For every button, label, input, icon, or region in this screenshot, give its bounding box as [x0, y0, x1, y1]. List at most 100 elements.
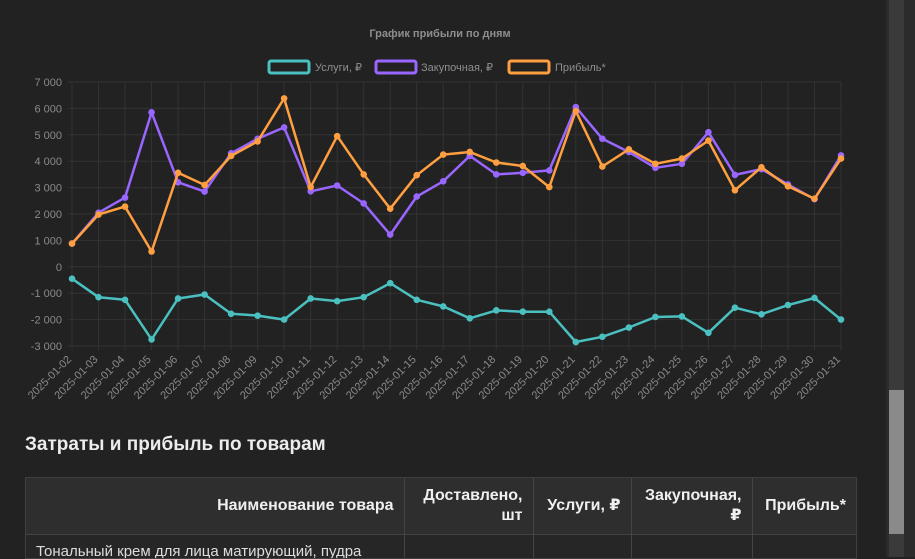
scrollbar-thumb[interactable] [889, 390, 904, 534]
data-point-1 [387, 232, 393, 238]
products-table: Наименование товара Доставлено, шт Услуг… [26, 478, 856, 559]
chart-title: График прибыли по дням [369, 28, 510, 40]
column-header-delivered[interactable]: Доставлено, шт [404, 478, 533, 535]
data-point-1 [679, 161, 685, 167]
data-point-0 [149, 337, 155, 343]
data-point-0 [679, 314, 685, 320]
product-name-cell: Тональный крем для лица матирующий, пудр… [26, 535, 404, 559]
data-point-0 [387, 280, 393, 286]
data-point-2 [122, 204, 128, 210]
data-point-2 [759, 164, 765, 170]
legend-swatch-1 [376, 61, 416, 73]
data-point-2 [308, 184, 314, 190]
data-point-2 [785, 183, 791, 189]
data-point-1 [440, 178, 446, 184]
profit-line-chart: График прибыли по дням Услуги, ₽ Закупочна… [0, 0, 885, 430]
data-point-0 [228, 311, 234, 317]
data-point-0 [785, 302, 791, 308]
column-header-purchase[interactable]: Закупочная, ₽ [631, 478, 752, 535]
data-point-2 [149, 249, 155, 255]
data-point-1 [493, 172, 499, 178]
data-point-0 [706, 330, 712, 336]
data-point-0 [202, 292, 208, 298]
y-tick-label: 6 000 [34, 103, 62, 115]
data-point-2 [414, 172, 420, 178]
data-point-2 [175, 170, 181, 176]
data-point-0 [732, 305, 738, 311]
data-point-0 [255, 313, 261, 319]
data-point-0 [812, 295, 818, 301]
data-point-0 [547, 309, 553, 315]
purchase-cell [631, 535, 752, 559]
data-point-1 [547, 168, 553, 174]
data-point-0 [361, 294, 367, 300]
data-point-1 [600, 136, 606, 142]
y-tick-label: -3 000 [31, 341, 62, 353]
data-point-1 [122, 195, 128, 201]
services-cell [533, 535, 631, 559]
data-point-2 [387, 206, 393, 212]
table-row: Тональный крем для лица матирующий, пудр… [26, 535, 856, 559]
y-tick-label: 2 000 [34, 209, 62, 221]
y-tick-label: 1 000 [34, 235, 62, 247]
data-point-2 [281, 96, 287, 102]
data-point-2 [493, 160, 499, 166]
page-scrollbar[interactable] [886, 0, 915, 557]
data-point-0 [281, 317, 287, 323]
data-point-0 [600, 334, 606, 340]
y-tick-label: 4 000 [34, 156, 62, 168]
data-point-0 [308, 296, 314, 302]
table-header-row: Наименование товара Доставлено, шт Услуг… [26, 478, 856, 535]
data-point-2 [732, 187, 738, 193]
data-point-0 [838, 317, 844, 323]
y-tick-label: 5 000 [34, 130, 62, 142]
data-point-0 [573, 339, 579, 345]
series-line-0 [72, 279, 841, 342]
data-point-1 [281, 125, 287, 131]
data-point-2 [440, 152, 446, 158]
profit-chart: График прибыли по дням Услуги, ₽ Закупочна… [0, 0, 885, 430]
data-point-2 [467, 149, 473, 155]
section-title: Затраты и прибыль по товарам [25, 434, 326, 456]
data-point-0 [414, 297, 420, 303]
data-point-1 [414, 194, 420, 200]
legend-label-0: Услуги, ₽ [315, 62, 362, 74]
data-point-2 [547, 184, 553, 190]
data-point-2 [255, 139, 261, 145]
data-point-1 [149, 110, 155, 116]
data-point-2 [812, 196, 818, 202]
data-point-2 [69, 241, 75, 247]
data-point-0 [440, 304, 446, 310]
y-tick-label: 0 [56, 262, 62, 274]
data-point-0 [653, 314, 659, 320]
legend-swatch-2 [509, 61, 549, 73]
data-point-0 [493, 308, 499, 314]
legend-label-2: Прибыль* [555, 62, 607, 74]
legend-label-1: Закупочная, ₽ [421, 62, 493, 74]
column-header-services[interactable]: Услуги, ₽ [533, 478, 631, 535]
data-point-0 [96, 294, 102, 300]
data-point-2 [838, 156, 844, 162]
data-point-0 [759, 312, 765, 318]
profit-cell [752, 535, 856, 559]
data-point-1 [361, 201, 367, 207]
data-point-1 [520, 170, 526, 176]
series-line-2 [72, 98, 841, 251]
data-point-2 [520, 163, 526, 169]
column-header-profit[interactable]: Прибыль* [752, 478, 856, 535]
data-point-0 [467, 315, 473, 321]
column-header-product-name[interactable]: Наименование товара [26, 478, 404, 535]
data-point-2 [228, 153, 234, 159]
legend-swatch-0 [269, 61, 309, 73]
y-tick-label: 3 000 [34, 183, 62, 195]
data-point-1 [706, 129, 712, 135]
y-tick-label: -1 000 [31, 288, 62, 300]
y-tick-label: -2 000 [31, 315, 62, 327]
data-point-0 [122, 297, 128, 303]
data-point-0 [520, 309, 526, 315]
data-point-2 [706, 138, 712, 144]
data-point-2 [653, 161, 659, 167]
data-point-0 [69, 276, 75, 282]
data-point-0 [626, 325, 632, 331]
data-point-0 [334, 298, 340, 304]
